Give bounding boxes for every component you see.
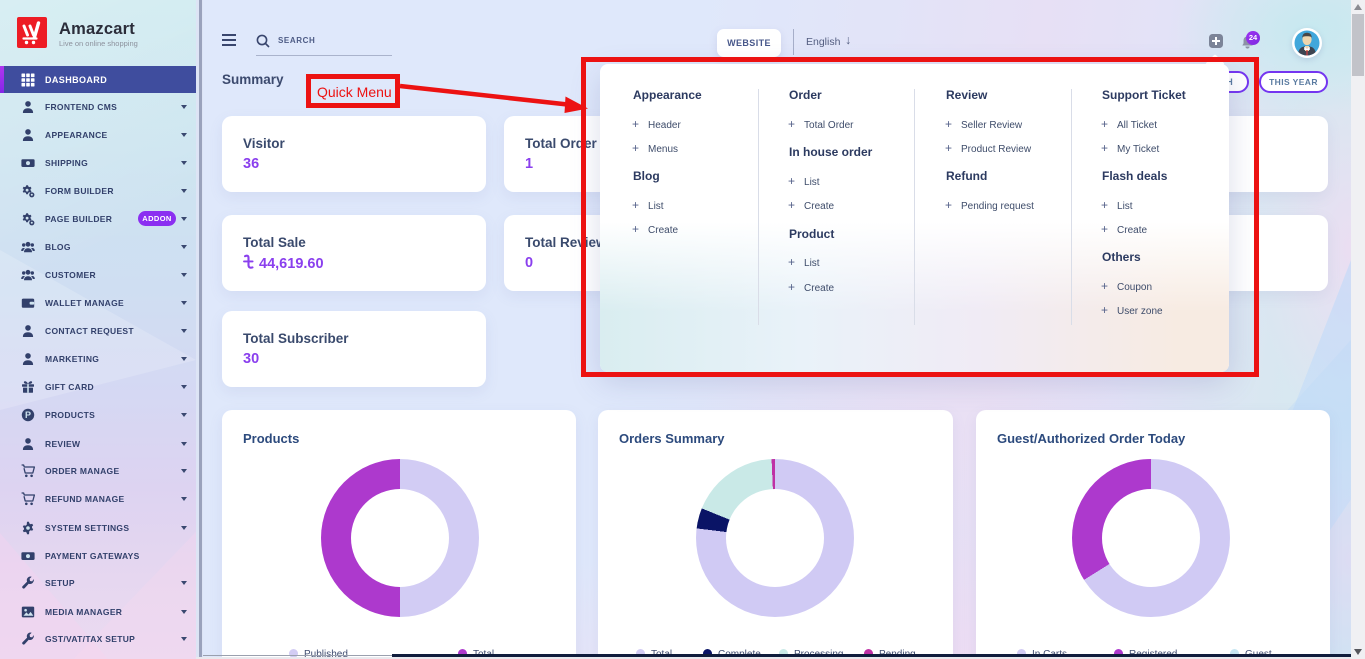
svg-text:P: P (25, 410, 31, 420)
